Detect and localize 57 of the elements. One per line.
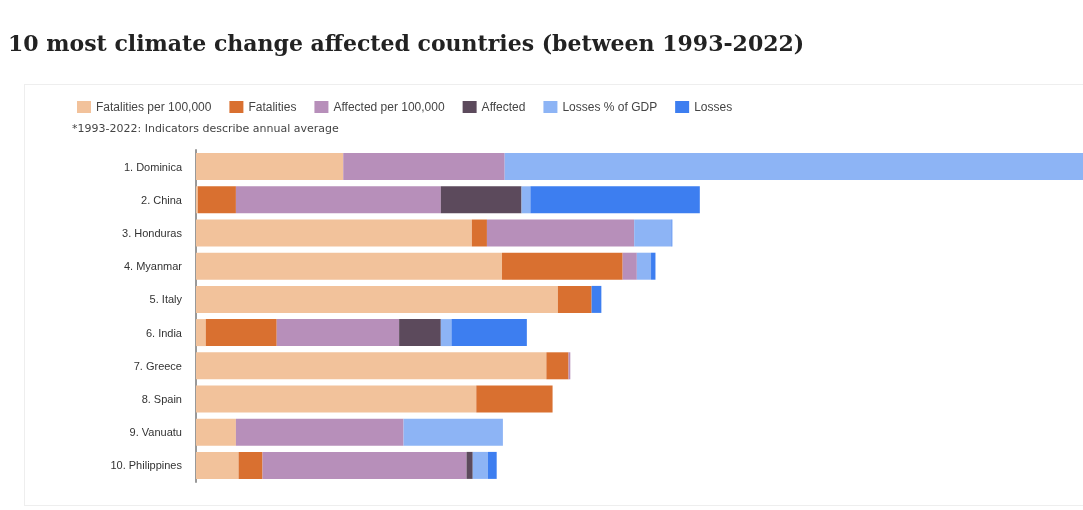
bar	[196, 219, 472, 247]
bar	[196, 385, 477, 413]
bar	[472, 451, 488, 479]
y-tick-label: 4. Myanmar	[123, 260, 183, 273]
bar	[636, 252, 652, 280]
bar	[205, 319, 277, 347]
bar	[196, 319, 206, 347]
bar	[451, 319, 527, 347]
bar	[487, 451, 497, 479]
y-tick-label: 2. China	[141, 193, 183, 206]
text: *1993-2022: Indicators describe annual average	[72, 122, 339, 135]
bar	[471, 219, 487, 247]
bar	[196, 451, 239, 479]
bar	[196, 352, 547, 380]
y-tick-label: 1. Dominica	[123, 160, 183, 173]
bar	[196, 285, 558, 313]
bar	[235, 186, 441, 214]
y-tick-label: 7. Greece	[133, 359, 182, 372]
legend-label: Affected	[481, 100, 526, 114]
bar	[634, 219, 672, 247]
legend-label: Losses	[694, 100, 733, 114]
bar	[196, 252, 503, 280]
legend-label: Fatalities	[248, 100, 297, 114]
y-tick-label: 6. India	[145, 326, 183, 339]
y-tick-label: 9. Vanuatu	[129, 426, 182, 439]
bar	[546, 352, 569, 380]
bar	[504, 153, 1083, 181]
legend-label: Losses % of GDP	[562, 100, 658, 114]
y-tick-label: 8. Spain	[141, 393, 182, 405]
bar	[440, 186, 522, 214]
chart-title: 10 most climate change affected countries (between 1993-2022)	[8, 30, 805, 56]
bar	[235, 418, 404, 446]
legend-label: Fatalities per 100,000	[96, 100, 212, 114]
bar	[399, 319, 441, 347]
y-tick-label: 5. Italy	[149, 293, 183, 306]
y-tick-label: 10. Philippines	[110, 459, 183, 472]
bar	[343, 153, 505, 181]
bar	[196, 418, 236, 446]
bar	[440, 319, 452, 347]
bar	[466, 451, 473, 479]
bar	[476, 385, 553, 413]
bar	[403, 418, 503, 446]
bar	[557, 285, 592, 313]
bar	[651, 252, 656, 280]
bar	[591, 285, 602, 313]
bar	[262, 451, 467, 479]
legend-label: Affected per 100,000	[333, 100, 445, 114]
bar	[622, 252, 637, 280]
bar	[197, 186, 236, 214]
y-tick-label: 3. Honduras	[122, 227, 183, 239]
bar	[521, 186, 531, 214]
bar	[486, 219, 635, 247]
bar	[238, 451, 263, 479]
bar	[196, 153, 344, 181]
bar	[502, 252, 623, 280]
bar	[276, 319, 400, 347]
bar	[530, 186, 700, 214]
